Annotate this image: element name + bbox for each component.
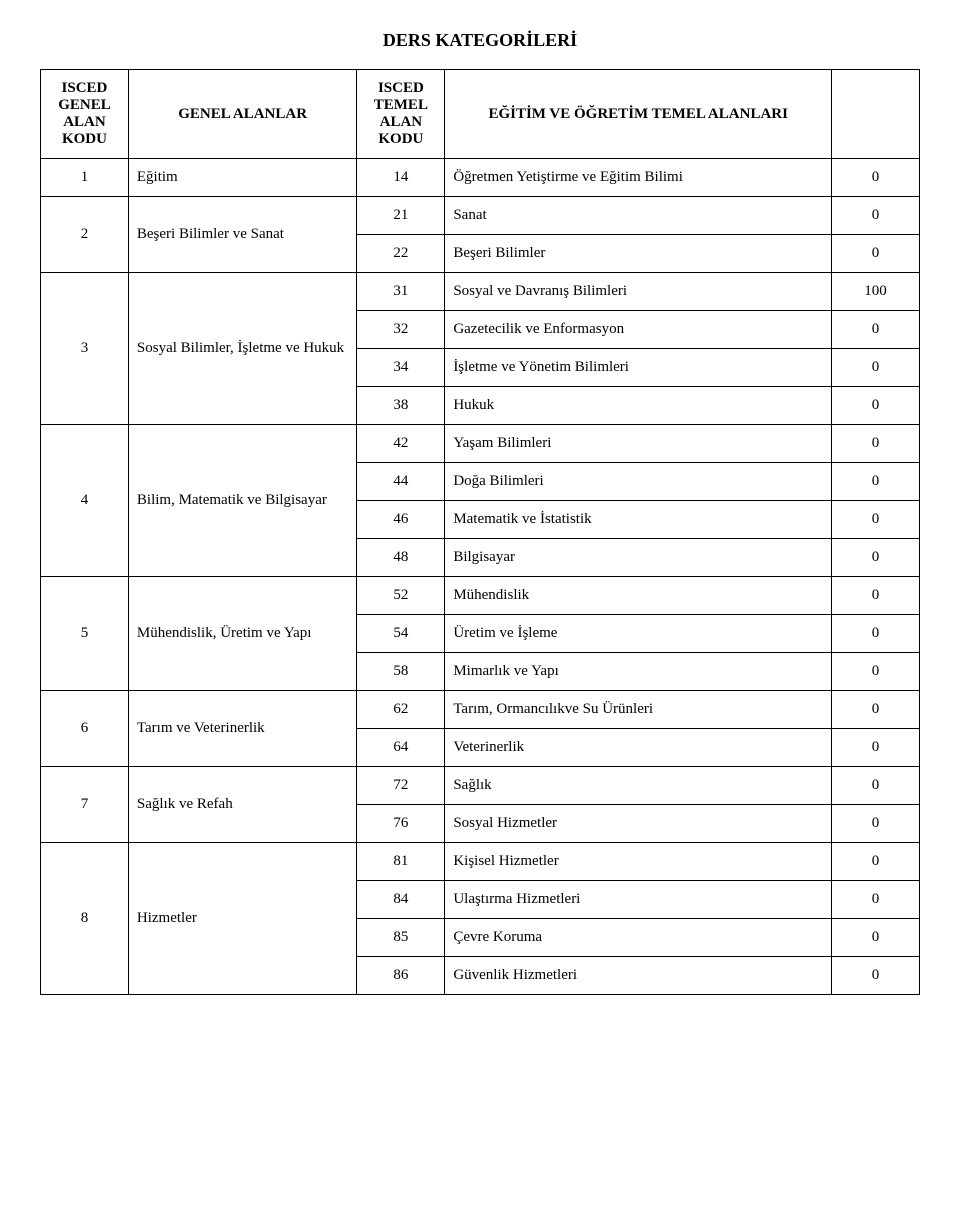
group-code: 7	[41, 767, 129, 843]
table-row: 4Bilim, Matematik ve Bilgisayar42Yaşam B…	[41, 425, 920, 463]
subarea-name: Tarım, Ormancılıkve Su Ürünleri	[445, 691, 832, 729]
subarea-name: Mimarlık ve Yapı	[445, 653, 832, 691]
page-title: DERS KATEGORİLERİ	[40, 30, 920, 51]
subarea-value: 0	[832, 805, 920, 843]
subarea-name: Gazetecilik ve Enformasyon	[445, 311, 832, 349]
col-header-empty	[832, 70, 920, 159]
subarea-value: 0	[832, 577, 920, 615]
subarea-code: 32	[357, 311, 445, 349]
subarea-name: Öğretmen Yetiştirme ve Eğitim Bilimi	[445, 159, 832, 197]
subarea-name: İşletme ve Yönetim Bilimleri	[445, 349, 832, 387]
subarea-name: Mühendislik	[445, 577, 832, 615]
subarea-name: Sanat	[445, 197, 832, 235]
subarea-code: 22	[357, 235, 445, 273]
subarea-code: 62	[357, 691, 445, 729]
subarea-value: 0	[832, 843, 920, 881]
table-row: 6Tarım ve Veterinerlik62Tarım, Ormancılı…	[41, 691, 920, 729]
subarea-name: Veterinerlik	[445, 729, 832, 767]
subarea-name: Sosyal ve Davranış Bilimleri	[445, 273, 832, 311]
subarea-value: 0	[832, 691, 920, 729]
col-header-genel-alanlar: GENEL ALANLAR	[128, 70, 357, 159]
subarea-value: 0	[832, 729, 920, 767]
subarea-value: 100	[832, 273, 920, 311]
group-code: 2	[41, 197, 129, 273]
group-name: Beşeri Bilimler ve Sanat	[128, 197, 357, 273]
subarea-value: 0	[832, 919, 920, 957]
subarea-value: 0	[832, 159, 920, 197]
table-row: 3Sosyal Bilimler, İşletme ve Hukuk31Sosy…	[41, 273, 920, 311]
categories-table: ISCED GENEL ALAN KODU GENEL ALANLAR ISCE…	[40, 69, 920, 995]
subarea-name: Çevre Koruma	[445, 919, 832, 957]
subarea-value: 0	[832, 311, 920, 349]
group-code: 5	[41, 577, 129, 691]
subarea-code: 84	[357, 881, 445, 919]
table-row: 5Mühendislik, Üretim ve Yapı52Mühendisli…	[41, 577, 920, 615]
subarea-code: 14	[357, 159, 445, 197]
table-header-row: ISCED GENEL ALAN KODU GENEL ALANLAR ISCE…	[41, 70, 920, 159]
group-name: Sağlık ve Refah	[128, 767, 357, 843]
subarea-code: 58	[357, 653, 445, 691]
subarea-name: Matematik ve İstatistik	[445, 501, 832, 539]
subarea-code: 76	[357, 805, 445, 843]
subarea-code: 38	[357, 387, 445, 425]
subarea-value: 0	[832, 539, 920, 577]
group-code: 3	[41, 273, 129, 425]
group-name: Eğitim	[128, 159, 357, 197]
subarea-name: Ulaştırma Hizmetleri	[445, 881, 832, 919]
subarea-code: 81	[357, 843, 445, 881]
subarea-code: 48	[357, 539, 445, 577]
subarea-name: Üretim ve İşleme	[445, 615, 832, 653]
group-code: 6	[41, 691, 129, 767]
subarea-code: 54	[357, 615, 445, 653]
subarea-value: 0	[832, 463, 920, 501]
group-code: 8	[41, 843, 129, 995]
subarea-code: 42	[357, 425, 445, 463]
subarea-name: Sosyal Hizmetler	[445, 805, 832, 843]
subarea-name: Beşeri Bilimler	[445, 235, 832, 273]
subarea-name: Doğa Bilimleri	[445, 463, 832, 501]
col-header-isced-temel: ISCED TEMEL ALAN KODU	[357, 70, 445, 159]
subarea-name: Sağlık	[445, 767, 832, 805]
subarea-name: Bilgisayar	[445, 539, 832, 577]
group-name: Tarım ve Veterinerlik	[128, 691, 357, 767]
group-name: Mühendislik, Üretim ve Yapı	[128, 577, 357, 691]
subarea-name: Kişisel Hizmetler	[445, 843, 832, 881]
subarea-code: 85	[357, 919, 445, 957]
subarea-name: Güvenlik Hizmetleri	[445, 957, 832, 995]
subarea-value: 0	[832, 349, 920, 387]
subarea-code: 72	[357, 767, 445, 805]
subarea-code: 44	[357, 463, 445, 501]
table-row: 2Beşeri Bilimler ve Sanat21Sanat0	[41, 197, 920, 235]
subarea-name: Hukuk	[445, 387, 832, 425]
subarea-value: 0	[832, 387, 920, 425]
subarea-code: 21	[357, 197, 445, 235]
group-code: 1	[41, 159, 129, 197]
subarea-code: 52	[357, 577, 445, 615]
subarea-value: 0	[832, 615, 920, 653]
subarea-code: 31	[357, 273, 445, 311]
group-name: Hizmetler	[128, 843, 357, 995]
table-row: 7Sağlık ve Refah72Sağlık0	[41, 767, 920, 805]
subarea-value: 0	[832, 881, 920, 919]
table-row: 8Hizmetler81Kişisel Hizmetler0	[41, 843, 920, 881]
group-code: 4	[41, 425, 129, 577]
subarea-code: 64	[357, 729, 445, 767]
subarea-code: 86	[357, 957, 445, 995]
subarea-code: 34	[357, 349, 445, 387]
subarea-value: 0	[832, 501, 920, 539]
subarea-value: 0	[832, 235, 920, 273]
subarea-value: 0	[832, 197, 920, 235]
subarea-value: 0	[832, 653, 920, 691]
subarea-value: 0	[832, 425, 920, 463]
subarea-value: 0	[832, 767, 920, 805]
subarea-code: 46	[357, 501, 445, 539]
group-name: Bilim, Matematik ve Bilgisayar	[128, 425, 357, 577]
group-name: Sosyal Bilimler, İşletme ve Hukuk	[128, 273, 357, 425]
col-header-isced-genel: ISCED GENEL ALAN KODU	[41, 70, 129, 159]
subarea-name: Yaşam Bilimleri	[445, 425, 832, 463]
col-header-egitim-ogretim: EĞİTİM VE ÖĞRETİM TEMEL ALANLARI	[445, 70, 832, 159]
subarea-value: 0	[832, 957, 920, 995]
table-row: 1Eğitim14Öğretmen Yetiştirme ve Eğitim B…	[41, 159, 920, 197]
